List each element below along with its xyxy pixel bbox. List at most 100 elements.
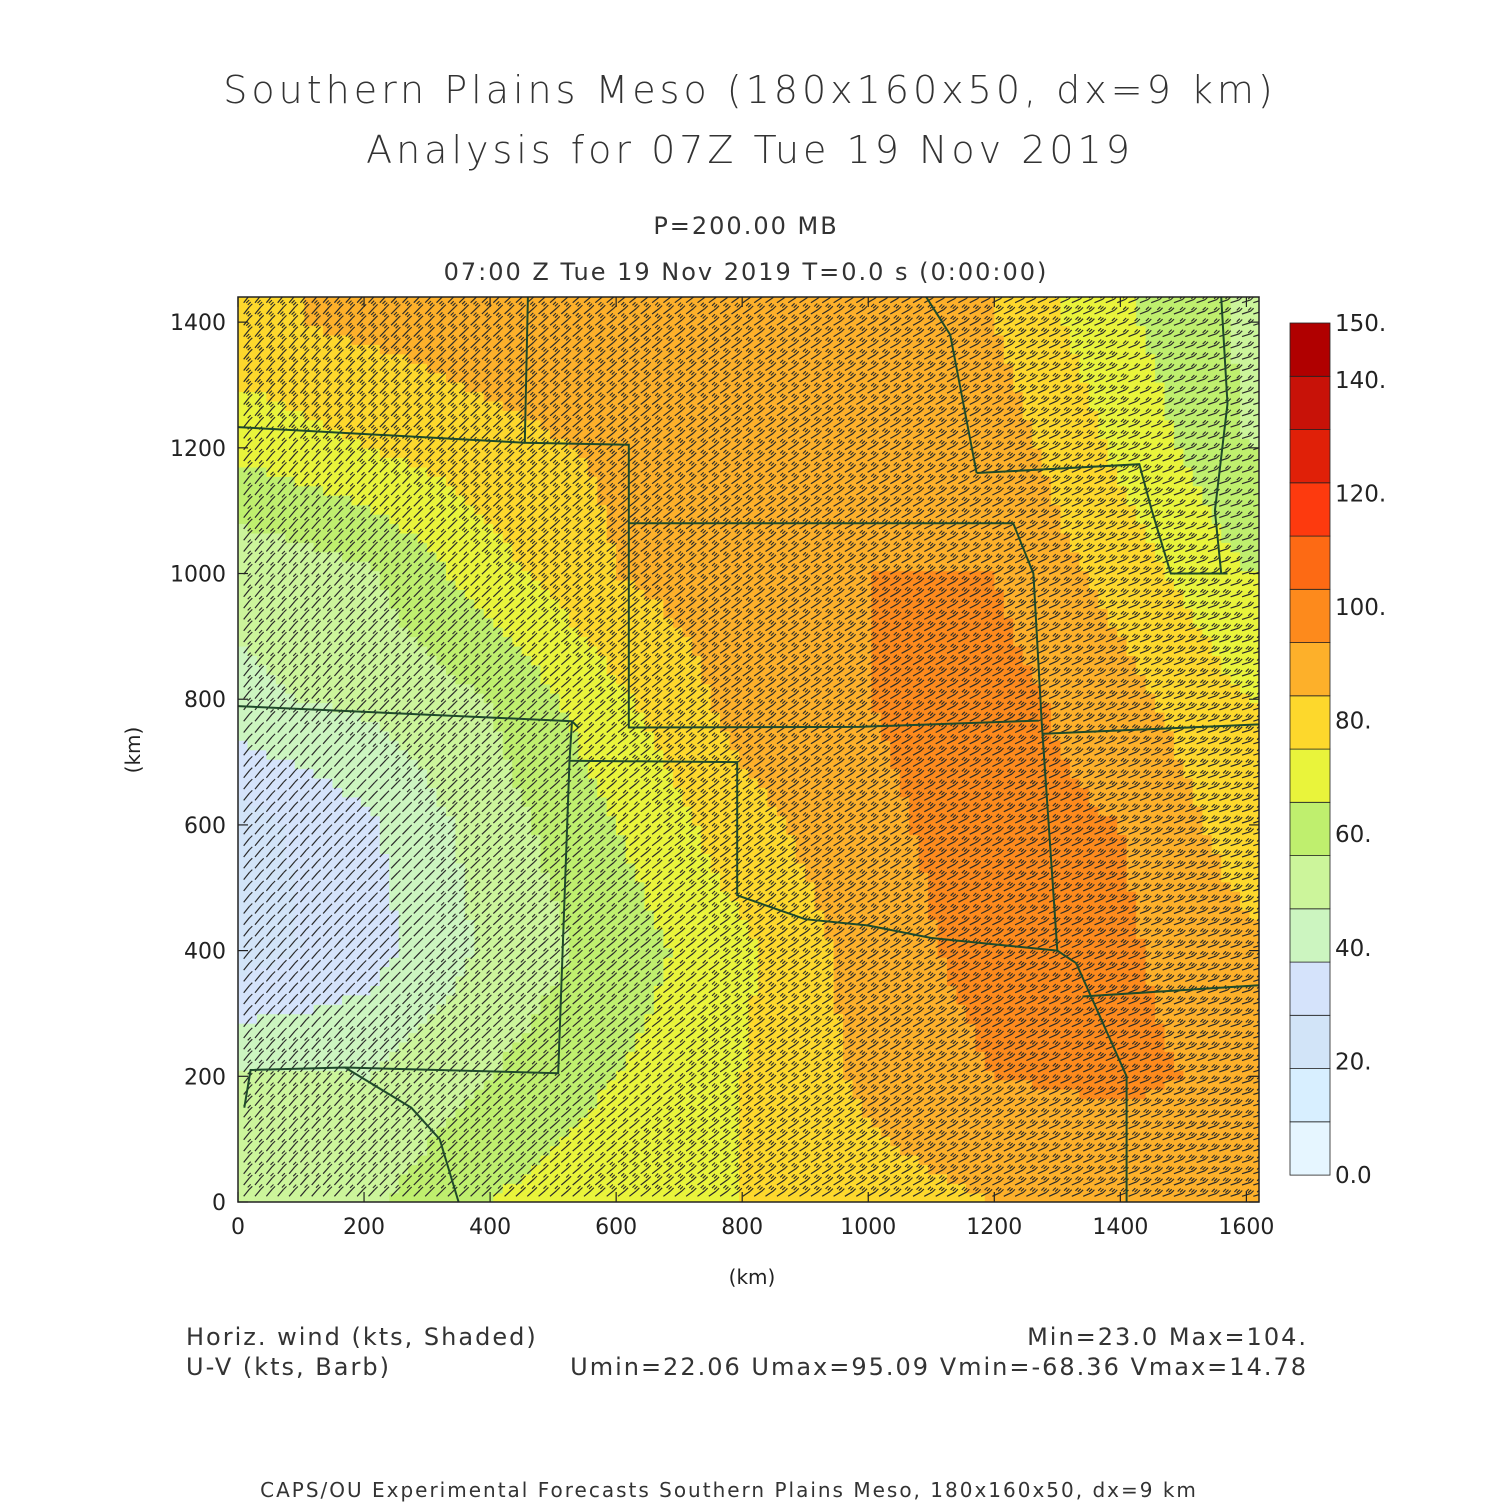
field-cell xyxy=(994,1183,1004,1193)
field-cell xyxy=(957,995,967,1005)
field-cell xyxy=(1032,1051,1042,1061)
field-cell xyxy=(503,957,513,967)
wind-map-figure: 0 200 400 600 800 1000 1200 1400 1600 0200400600… xyxy=(0,0,1500,1500)
field-cell xyxy=(1127,1032,1137,1042)
field-cell xyxy=(342,1032,352,1042)
field-cell xyxy=(569,948,579,958)
field-cell xyxy=(257,985,267,995)
field-cell xyxy=(588,1155,598,1165)
field-cell xyxy=(626,1098,636,1108)
field-cell xyxy=(276,1117,286,1127)
field-cell xyxy=(607,1117,617,1127)
field-cell xyxy=(238,966,248,976)
field-cell xyxy=(559,1183,569,1193)
field-cell xyxy=(938,1127,948,1137)
field-cell xyxy=(304,1183,314,1193)
field-cell xyxy=(484,1108,494,1118)
field-cell xyxy=(1108,1089,1118,1099)
field-cell xyxy=(588,1023,598,1033)
field-cell xyxy=(342,1089,352,1099)
field-cell xyxy=(493,929,503,939)
field-cell xyxy=(1108,976,1118,986)
field-cell xyxy=(626,948,636,958)
field-cell xyxy=(266,938,276,948)
field-cell xyxy=(569,985,579,995)
field-cell xyxy=(607,985,617,995)
field-cell xyxy=(493,1117,503,1127)
field-cell xyxy=(588,929,598,939)
field-cell xyxy=(512,948,522,958)
field-cell xyxy=(257,1098,267,1108)
field-cell xyxy=(994,957,1004,967)
field-cell xyxy=(1089,1089,1099,1099)
field-cell xyxy=(1013,1070,1023,1080)
field-cell xyxy=(1051,1183,1061,1193)
field-cell xyxy=(437,929,447,939)
field-cell xyxy=(1070,995,1080,1005)
field-cell xyxy=(304,957,314,967)
field-cell xyxy=(588,1004,598,1014)
field-cell xyxy=(427,1014,437,1024)
field-cell xyxy=(862,1061,872,1071)
field-cell xyxy=(295,1174,305,1184)
field-cell xyxy=(531,1098,541,1108)
field-cell xyxy=(1127,1089,1137,1099)
field-cell xyxy=(1051,957,1061,967)
field-cell xyxy=(531,1117,541,1127)
field-cell xyxy=(1051,976,1061,986)
field-cell xyxy=(1013,1183,1023,1193)
field-cell xyxy=(427,938,437,948)
field-cell xyxy=(1051,1014,1061,1024)
field-cell xyxy=(541,957,551,967)
field-cell xyxy=(446,1014,456,1024)
field-cell xyxy=(351,1023,361,1033)
field-cell xyxy=(512,985,522,995)
field-cell xyxy=(1108,1070,1118,1080)
field-cell xyxy=(285,1032,295,1042)
field-cell xyxy=(616,957,626,967)
field-cell xyxy=(333,1079,343,1089)
field-cell xyxy=(994,1051,1004,1061)
field-cell xyxy=(1051,1127,1061,1137)
field-cell xyxy=(266,1014,276,1024)
field-cell xyxy=(597,1145,607,1155)
field-cell xyxy=(550,1155,560,1165)
field-cell xyxy=(1070,1164,1080,1174)
field-cell xyxy=(578,1070,588,1080)
field-cell xyxy=(266,957,276,967)
field-cell xyxy=(342,957,352,967)
field-cell xyxy=(276,1004,286,1014)
field-cell xyxy=(465,1127,475,1137)
field-cell xyxy=(588,1061,598,1071)
field-cell xyxy=(616,1108,626,1118)
field-cell xyxy=(1108,1127,1118,1137)
field-cell xyxy=(569,929,579,939)
field-cell xyxy=(437,985,447,995)
field-cell xyxy=(399,1117,409,1127)
field-cell xyxy=(616,1164,626,1174)
field-cell xyxy=(597,1014,607,1024)
field-cell xyxy=(248,976,258,986)
field-cell xyxy=(484,1014,494,1024)
field-cell xyxy=(266,1089,276,1099)
field-cell xyxy=(314,1174,324,1184)
field-cell xyxy=(1089,1014,1099,1024)
field-cell xyxy=(238,1023,248,1033)
field-cell xyxy=(314,1136,324,1146)
field-cell xyxy=(351,1155,361,1165)
field-cell xyxy=(692,1051,702,1061)
field-cell xyxy=(399,976,409,986)
field-cell xyxy=(333,1136,343,1146)
field-cell xyxy=(493,1098,503,1108)
field-cell xyxy=(541,976,551,986)
field-cell xyxy=(238,1004,248,1014)
field-cell xyxy=(503,1051,513,1061)
field-cell xyxy=(314,1004,324,1014)
field-cell xyxy=(559,1032,569,1042)
field-cell xyxy=(503,1089,513,1099)
field-cell xyxy=(531,985,541,995)
field-cell xyxy=(455,1042,465,1052)
field-cell xyxy=(919,985,929,995)
field-cell xyxy=(446,938,456,948)
field-cell xyxy=(578,957,588,967)
